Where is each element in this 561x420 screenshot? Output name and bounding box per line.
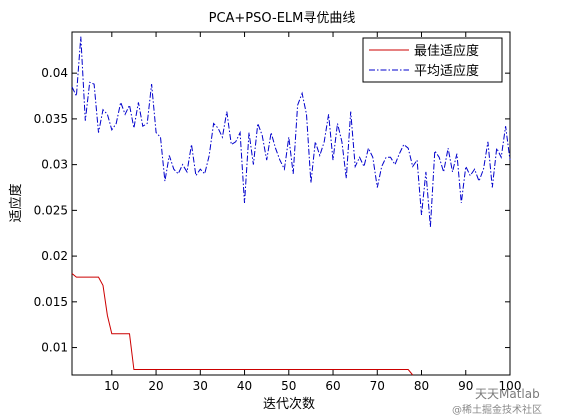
x-tick-label: 70 — [370, 379, 385, 393]
legend-box — [362, 37, 503, 83]
legend-label-best: 最佳适应度 — [414, 43, 479, 59]
x-axis: 10 20 30 40 50 60 70 80 90 100 — [104, 32, 521, 393]
y-tick-label: 0.03 — [41, 158, 68, 172]
chart-title: PCA+PSO-ELM寻优曲线 — [209, 11, 356, 26]
series-line-best-fitness — [71, 273, 414, 376]
y-tick-label: 0.02 — [41, 249, 68, 263]
series-layer — [71, 36, 511, 376]
y-axis-label: 适应度 — [8, 183, 24, 222]
y-tick-label: 0.01 — [41, 341, 68, 355]
plot-area — [71, 31, 511, 376]
x-tick-label: 10 — [104, 379, 119, 393]
watermark: 天天Matlab @稀土掘金技术社区 — [452, 387, 542, 416]
x-tick-label: 50 — [281, 379, 296, 393]
x-tick-label: 40 — [237, 379, 252, 393]
x-tick-label: 90 — [458, 379, 473, 393]
y-tick-label: 0.025 — [34, 203, 68, 217]
legend-label-average: 平均适应度 — [414, 63, 479, 79]
x-tick-label: 60 — [325, 379, 340, 393]
x-tick-label: 20 — [148, 379, 163, 393]
x-tick-label: 80 — [414, 379, 429, 393]
x-tick-label: 30 — [193, 379, 208, 393]
y-tick-label: 0.035 — [34, 112, 68, 126]
watermark-site: @稀土掘金技术社区 — [452, 403, 542, 416]
series-line-average-fitness — [71, 36, 511, 227]
x-tick-label: 100 — [499, 379, 522, 393]
watermark-brand: 天天Matlab — [475, 387, 540, 401]
y-tick-label: 0.015 — [34, 295, 68, 309]
y-axis: 0.01 0.015 0.02 0.025 0.03 0.035 0.04 — [34, 66, 510, 355]
x-axis-label: 迭代次数 — [263, 396, 315, 412]
legend: 最佳适应度 平均适应度 — [362, 37, 503, 83]
y-tick-label: 0.04 — [41, 66, 68, 80]
